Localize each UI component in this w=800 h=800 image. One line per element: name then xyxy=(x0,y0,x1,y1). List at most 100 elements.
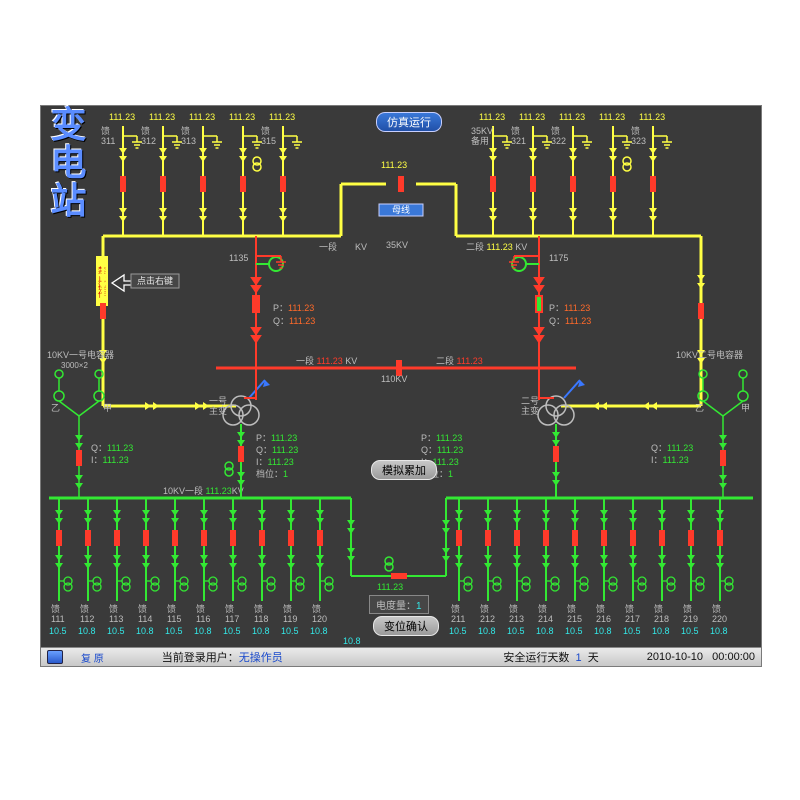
svg-text:10.8: 10.8 xyxy=(478,626,496,636)
svg-text:111.23: 111.23 xyxy=(479,112,505,122)
svg-text:214: 214 xyxy=(538,614,553,624)
svg-text:主变: 主变 xyxy=(521,405,539,416)
svg-text:217: 217 xyxy=(625,614,640,624)
svg-text:Q：111.23: Q：111.23 xyxy=(651,443,693,453)
svg-text:P：111.23: P：111.23 xyxy=(256,433,297,443)
svg-text:甲: 甲 xyxy=(103,403,112,413)
svg-text:馈: 馈 xyxy=(138,603,147,614)
svg-text:馈: 馈 xyxy=(451,603,460,614)
svg-text:Q：111.23: Q：111.23 xyxy=(91,443,133,453)
svg-text:10.5: 10.5 xyxy=(565,626,583,636)
svg-text:10.5: 10.5 xyxy=(165,626,183,636)
svg-text:10.8: 10.8 xyxy=(536,626,554,636)
svg-text:1175: 1175 xyxy=(549,253,568,263)
svg-text:I：111.23: I：111.23 xyxy=(651,455,689,465)
svg-text:10.8: 10.8 xyxy=(310,626,328,636)
svg-text:10KV一号电容器: 10KV一号电容器 xyxy=(47,349,114,360)
svg-text:10.5: 10.5 xyxy=(449,626,467,636)
svg-text:111.23: 111.23 xyxy=(639,112,665,122)
svg-text:10.5: 10.5 xyxy=(49,626,67,636)
svg-text:馈: 馈 xyxy=(567,603,576,614)
svg-text:113: 113 xyxy=(109,614,123,624)
svg-text:二段 111.23 KV: 二段 111.23 KV xyxy=(466,241,527,252)
svg-text:112: 112 xyxy=(80,614,94,624)
svg-text:乙: 乙 xyxy=(51,403,60,413)
svg-text:115: 115 xyxy=(167,614,181,624)
svg-text:220: 220 xyxy=(712,614,727,624)
svg-text:备用: 备用 xyxy=(471,135,489,146)
scada-screen: 变 电 站 仿真运行 母线 一段 KV 35KV 二段 111.23 KV 11… xyxy=(40,105,762,667)
svg-text:馈: 馈 xyxy=(80,603,89,614)
svg-text:111.23: 111.23 xyxy=(377,582,403,592)
svg-text:馈: 馈 xyxy=(51,603,60,614)
svg-text:馈: 馈 xyxy=(109,603,118,614)
svg-text:二段 111.23: 二段 111.23 xyxy=(436,355,483,366)
svg-text:10.8: 10.8 xyxy=(136,626,154,636)
svg-text:213: 213 xyxy=(509,614,524,624)
svg-text:主变: 主变 xyxy=(209,405,227,416)
svg-text:馈: 馈 xyxy=(141,125,150,136)
svg-text:10.8: 10.8 xyxy=(594,626,612,636)
svg-text:Q：111.23: Q：111.23 xyxy=(421,445,463,455)
diagram: 母线 一段 KV 35KV 二段 111.23 KV 111.23馈311111… xyxy=(41,106,761,651)
svg-text:120: 120 xyxy=(312,614,327,624)
svg-text:116: 116 xyxy=(196,614,210,624)
svg-text:P：111.23: P：111.23 xyxy=(549,303,590,313)
svg-text:10.5: 10.5 xyxy=(507,626,525,636)
svg-text:1135: 1135 xyxy=(229,253,248,263)
svg-text:10.5: 10.5 xyxy=(107,626,125,636)
svg-text:219: 219 xyxy=(683,614,698,624)
svg-text:10.8: 10.8 xyxy=(194,626,212,636)
svg-text:I：111.23: I：111.23 xyxy=(91,455,129,465)
svg-text:119: 119 xyxy=(283,614,297,624)
svg-text:馈: 馈 xyxy=(196,603,205,614)
svg-text:10.5: 10.5 xyxy=(281,626,299,636)
svg-text:二号: 二号 xyxy=(521,396,539,406)
svg-text:档位：1: 档位：1 xyxy=(256,468,288,479)
svg-text:10.5: 10.5 xyxy=(681,626,699,636)
svg-text:117: 117 xyxy=(225,614,239,624)
svg-text:馈: 馈 xyxy=(181,125,190,136)
svg-text:111.23: 111.23 xyxy=(109,112,135,122)
clock: 2010-10-10 00:00:00 xyxy=(647,651,755,663)
svg-text:Q：111.23: Q：111.23 xyxy=(256,445,298,455)
svg-text:111.23: 111.23 xyxy=(189,112,215,122)
svg-text:10.8: 10.8 xyxy=(78,626,96,636)
svg-text:馈: 馈 xyxy=(625,603,634,614)
svg-text:馈: 馈 xyxy=(712,603,721,614)
energy-value: 1 xyxy=(416,601,422,612)
svg-text:一号: 一号 xyxy=(209,396,227,406)
svg-text:321: 321 xyxy=(511,136,526,146)
svg-text:馈: 馈 xyxy=(551,125,560,136)
svg-text:111.23: 111.23 xyxy=(229,112,255,122)
svg-text:110KV: 110KV xyxy=(381,374,407,384)
bus-tie-label: 母线 xyxy=(392,204,410,215)
svg-text:馈: 馈 xyxy=(283,603,292,614)
app-icon xyxy=(47,650,63,664)
svg-text:P：111.23: P：111.23 xyxy=(421,433,462,443)
svg-text:216: 216 xyxy=(596,614,611,624)
svg-text:114: 114 xyxy=(138,614,152,624)
sim-add-button[interactable]: 模拟累加 xyxy=(371,460,437,480)
svg-text:馈: 馈 xyxy=(509,603,518,614)
svg-text:馈: 馈 xyxy=(480,603,489,614)
energy-label: 电度量： xyxy=(376,601,416,612)
svg-text:323: 323 xyxy=(631,136,646,146)
user-caption: 当前登录用户：无操作员 xyxy=(162,649,283,665)
svg-text:馈: 馈 xyxy=(631,125,640,136)
svg-text:35KV: 35KV xyxy=(386,240,408,250)
svg-text:馈: 馈 xyxy=(101,125,110,136)
svg-text:211: 211 xyxy=(451,614,465,624)
svg-text:111: 111 xyxy=(51,614,65,624)
svg-text:218: 218 xyxy=(654,614,669,624)
svg-text:点击右键: 点击右键 xyxy=(137,275,173,286)
svg-text:10.8: 10.8 xyxy=(343,636,361,646)
svg-text:10.5: 10.5 xyxy=(623,626,641,636)
svg-text:111.23: 111.23 xyxy=(269,112,295,122)
svg-text:馈: 馈 xyxy=(261,125,270,136)
confirm-button[interactable]: 变位确认 xyxy=(373,616,439,636)
svg-text:Q：111.23: Q：111.23 xyxy=(273,316,315,326)
svg-text:一段 KV: 一段 KV xyxy=(319,241,367,252)
svg-text:111.23: 111.23 xyxy=(599,112,625,122)
svg-text:馈: 馈 xyxy=(596,603,605,614)
